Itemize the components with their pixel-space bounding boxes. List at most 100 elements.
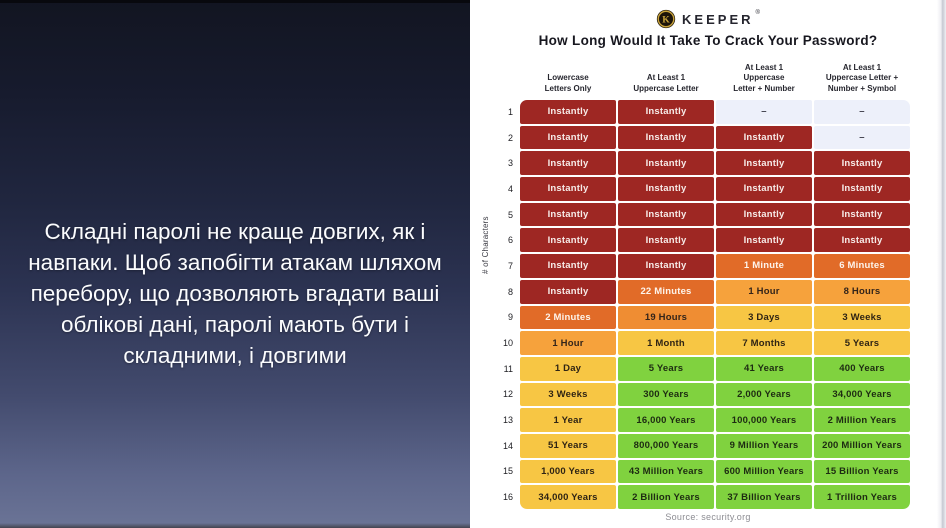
bottom-edge	[0, 523, 470, 528]
time-cell: Instantly	[520, 228, 616, 253]
row-number: 3	[507, 158, 513, 169]
time-cell: 8 Hours	[814, 279, 910, 304]
time-cell: Instantly	[520, 279, 616, 304]
row-number: 6	[507, 235, 513, 246]
row-number: 16	[502, 492, 513, 503]
row-number: 8	[507, 286, 513, 297]
row-number: 5	[507, 209, 513, 220]
time-cell: Instantly	[716, 228, 812, 253]
time-cell: 2 Billion Years	[618, 485, 714, 509]
row-number: 9	[507, 312, 513, 323]
time-cell: Instantly	[814, 177, 910, 201]
time-cell: Instantly	[814, 151, 910, 176]
time-cell: Instantly	[814, 228, 910, 253]
time-cell: Instantly	[618, 177, 714, 201]
time-cell: Instantly	[716, 151, 812, 176]
time-cell: 22 Minutes	[618, 279, 714, 304]
infographic-panel: K KEEPER ® How Long Would It Take To Cra…	[470, 0, 946, 528]
time-cell: 41 Years	[716, 356, 812, 381]
time-cell: Instantly	[716, 177, 812, 201]
time-cell: 2 Minutes	[520, 305, 616, 330]
time-cell: –	[814, 125, 910, 150]
time-cell: Instantly	[520, 125, 616, 150]
time-cell: 7 Months	[716, 331, 812, 355]
row-number: 1	[507, 106, 513, 117]
time-cell: Instantly	[520, 151, 616, 176]
row-number: 13	[502, 415, 513, 426]
row-number: 2	[507, 132, 513, 143]
time-cell: 2 Million Years	[814, 408, 910, 432]
window-edge	[937, 0, 946, 528]
registered-mark: ®	[755, 10, 760, 16]
time-cell: Instantly	[716, 202, 812, 227]
time-cell: 1 Hour	[520, 331, 616, 355]
time-cell: Instantly	[520, 202, 616, 227]
time-cell: 1,000 Years	[520, 459, 616, 484]
chart-title: How Long Would It Take To Crack Your Pas…	[538, 33, 878, 48]
left-panel: Складні паролі не краще довгих, як і нав…	[0, 0, 470, 528]
time-cell: 16,000 Years	[618, 408, 714, 432]
time-cell: 3 Weeks	[814, 305, 910, 330]
time-cell: –	[814, 100, 910, 124]
time-cell: 400 Years	[814, 356, 910, 381]
time-cell: 5 Years	[814, 331, 910, 355]
time-cell: 34,000 Years	[520, 485, 616, 509]
row-number: 15	[502, 466, 513, 477]
brand-name: KEEPER	[682, 11, 754, 27]
time-cell: 5 Years	[618, 356, 714, 381]
time-cell: Instantly	[618, 254, 714, 278]
column-header: At Least 1 Uppercase Letter + Number	[733, 62, 795, 93]
column-headers: Lowercase Letters Only At Least 1 Upperca…	[520, 56, 910, 96]
time-cell: 9 Million Years	[716, 433, 812, 458]
row-number: 4	[507, 183, 513, 194]
time-cell: Instantly	[618, 151, 714, 176]
time-cell: Instantly	[520, 100, 616, 124]
time-cell: 1 Year	[520, 408, 616, 432]
time-cell: 2,000 Years	[716, 382, 812, 407]
time-cell: 800,000 Years	[618, 433, 714, 458]
time-cell: 1 Month	[618, 331, 714, 355]
time-cell: Instantly	[716, 125, 812, 150]
row-number: 12	[502, 389, 513, 400]
time-cell: Instantly	[618, 100, 714, 124]
time-cell: 600 Million Years	[716, 459, 812, 484]
time-cell: 1 Day	[520, 356, 616, 381]
time-cell: Instantly	[618, 202, 714, 227]
time-cell: 6 Minutes	[814, 254, 910, 278]
time-cell: 43 Million Years	[618, 459, 714, 484]
time-cell: Instantly	[814, 202, 910, 227]
time-cell: 100,000 Years	[716, 408, 812, 432]
caption-text: Складні паролі не краще довгих, як і нав…	[28, 219, 442, 368]
time-cell: 1 Minute	[716, 254, 812, 278]
row-number: 10	[502, 338, 513, 349]
time-cell: 1 Trillion Years	[814, 485, 910, 509]
time-cell: Instantly	[520, 177, 616, 201]
row-number: 11	[503, 363, 513, 374]
time-cell: 1 Hour	[716, 279, 812, 304]
time-cell: 15 Billion Years	[814, 459, 910, 484]
source-note: Source: security.org	[665, 512, 751, 522]
crack-time-table: 1 Instantly Instantly – –2 Instantly Instantly…	[498, 100, 910, 509]
time-cell: 200 Million Years	[814, 433, 910, 458]
time-cell: 51 Years	[520, 433, 616, 458]
time-cell: 3 Days	[716, 305, 812, 330]
time-cell: 37 Billion Years	[716, 485, 812, 509]
keeper-logo: K KEEPER ®	[470, 8, 946, 30]
time-cell: –	[716, 100, 812, 124]
column-header: Lowercase Letters Only	[544, 73, 592, 93]
time-cell: 3 Weeks	[520, 382, 616, 407]
time-cell: Instantly	[618, 228, 714, 253]
time-cell: Instantly	[520, 254, 616, 278]
time-cell: 19 Hours	[618, 305, 714, 330]
top-edge	[0, 0, 470, 3]
time-cell: Instantly	[618, 125, 714, 150]
keeper-logo-icon: K	[656, 9, 676, 29]
y-axis-label: # of Characters	[481, 216, 490, 275]
svg-text:K: K	[662, 15, 670, 26]
column-header: At Least 1 Uppercase Letter + Number + S…	[825, 62, 899, 93]
row-number: 7	[507, 260, 513, 271]
time-cell: 34,000 Years	[814, 382, 910, 407]
column-header: At Least 1 Uppercase Letter	[633, 73, 699, 93]
row-number: 14	[502, 440, 513, 451]
